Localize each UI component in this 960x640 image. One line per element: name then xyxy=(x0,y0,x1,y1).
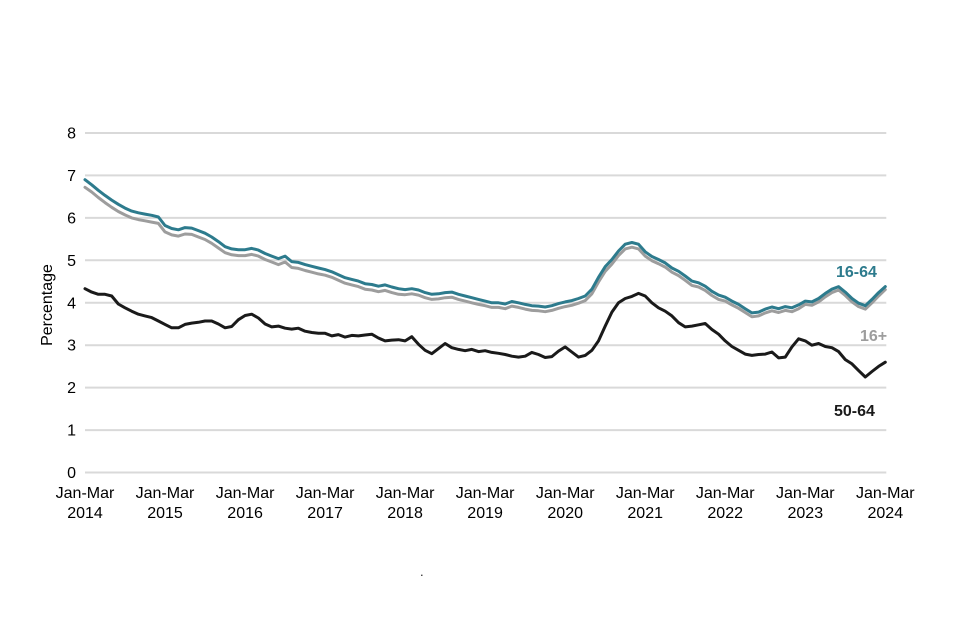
x-tick-label-year: 2017 xyxy=(307,505,343,522)
series-label-50-64: 50-64 xyxy=(834,403,875,420)
y-tick-label: 3 xyxy=(67,338,76,355)
x-tick-label-year: 2023 xyxy=(788,505,824,522)
y-tick-label: 6 xyxy=(67,210,76,227)
x-tick-label-period: Jan-Mar xyxy=(296,485,355,502)
x-tick-label-period: Jan-Mar xyxy=(616,485,675,502)
x-tick-label-period: Jan-Mar xyxy=(56,485,115,502)
x-tick-label-year: 2018 xyxy=(387,505,423,522)
y-tick-label: 7 xyxy=(67,168,76,185)
x-tick-label-period: Jan-Mar xyxy=(696,485,755,502)
y-tick-label: 2 xyxy=(67,380,76,397)
y-tick-label: 1 xyxy=(67,423,76,440)
series-line-16+ xyxy=(83,185,887,319)
x-tick-label-year: 2014 xyxy=(67,505,103,522)
y-tick-label: 5 xyxy=(67,253,76,270)
x-tick-label-period: Jan-Mar xyxy=(376,485,435,502)
x-tick-label-period: Jan-Mar xyxy=(456,485,515,502)
series-label-16-64: 16-64 xyxy=(836,264,877,281)
series-line-16-64 xyxy=(83,178,887,315)
x-tick-label-period: Jan-Mar xyxy=(216,485,275,502)
x-tick-label-year: 2015 xyxy=(147,505,183,522)
x-tick-label-period: Jan-Mar xyxy=(536,485,595,502)
x-tick-label-year: 2020 xyxy=(547,505,583,522)
y-tick-label: 8 xyxy=(67,126,76,143)
x-tick-label-period: Jan-Mar xyxy=(776,485,835,502)
x-tick-label-period: Jan-Mar xyxy=(856,485,915,502)
y-axis-title: Percentage xyxy=(39,264,56,346)
x-tick-label-year: 2024 xyxy=(868,505,904,522)
stray-dot: . xyxy=(420,564,424,579)
x-tick-label-year: 2022 xyxy=(707,505,743,522)
y-tick-label: 0 xyxy=(67,465,76,482)
x-tick-label-year: 2021 xyxy=(627,505,663,522)
x-tick-label-year: 2019 xyxy=(467,505,503,522)
x-tick-label-period: Jan-Mar xyxy=(136,485,195,502)
series-label-16plus: 16+ xyxy=(860,328,888,345)
x-tick-label-year: 2016 xyxy=(227,505,263,522)
y-tick-label: 4 xyxy=(67,295,76,312)
series-line-50-64 xyxy=(83,287,887,379)
